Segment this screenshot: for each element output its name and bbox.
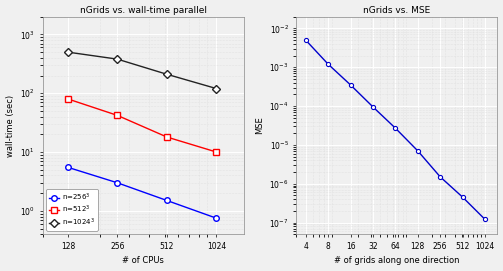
Y-axis label: wall-time (sec): wall-time (sec) [6,94,15,157]
n=256$^3$ [164,199,170,202]
n=1024$^3$ [164,73,170,76]
n=256$^3$ [65,166,71,169]
n=256$^3$ [213,217,219,220]
n=512$^3$ [213,150,219,154]
Legend: n=256$^3$, n=512$^3$, n=1024$^3$: n=256$^3$, n=512$^3$, n=1024$^3$ [46,189,98,231]
Line: n=1024$^3$: n=1024$^3$ [65,49,219,91]
n=1024$^3$ [65,50,71,54]
n=512$^3$ [164,136,170,139]
Line: n=512$^3$: n=512$^3$ [65,96,219,155]
Title: nGrids vs. wall-time parallel: nGrids vs. wall-time parallel [79,6,207,15]
Line: n=256$^3$: n=256$^3$ [65,164,219,221]
n=1024$^3$ [114,57,120,61]
Title: nGrids vs. MSE: nGrids vs. MSE [363,6,431,15]
Y-axis label: MSE: MSE [255,117,264,134]
X-axis label: # of CPUs: # of CPUs [122,256,164,265]
n=256$^3$ [114,181,120,185]
n=512$^3$ [65,97,71,101]
n=1024$^3$ [213,87,219,90]
X-axis label: # of grids along one direction: # of grids along one direction [334,256,460,265]
n=512$^3$ [114,114,120,117]
